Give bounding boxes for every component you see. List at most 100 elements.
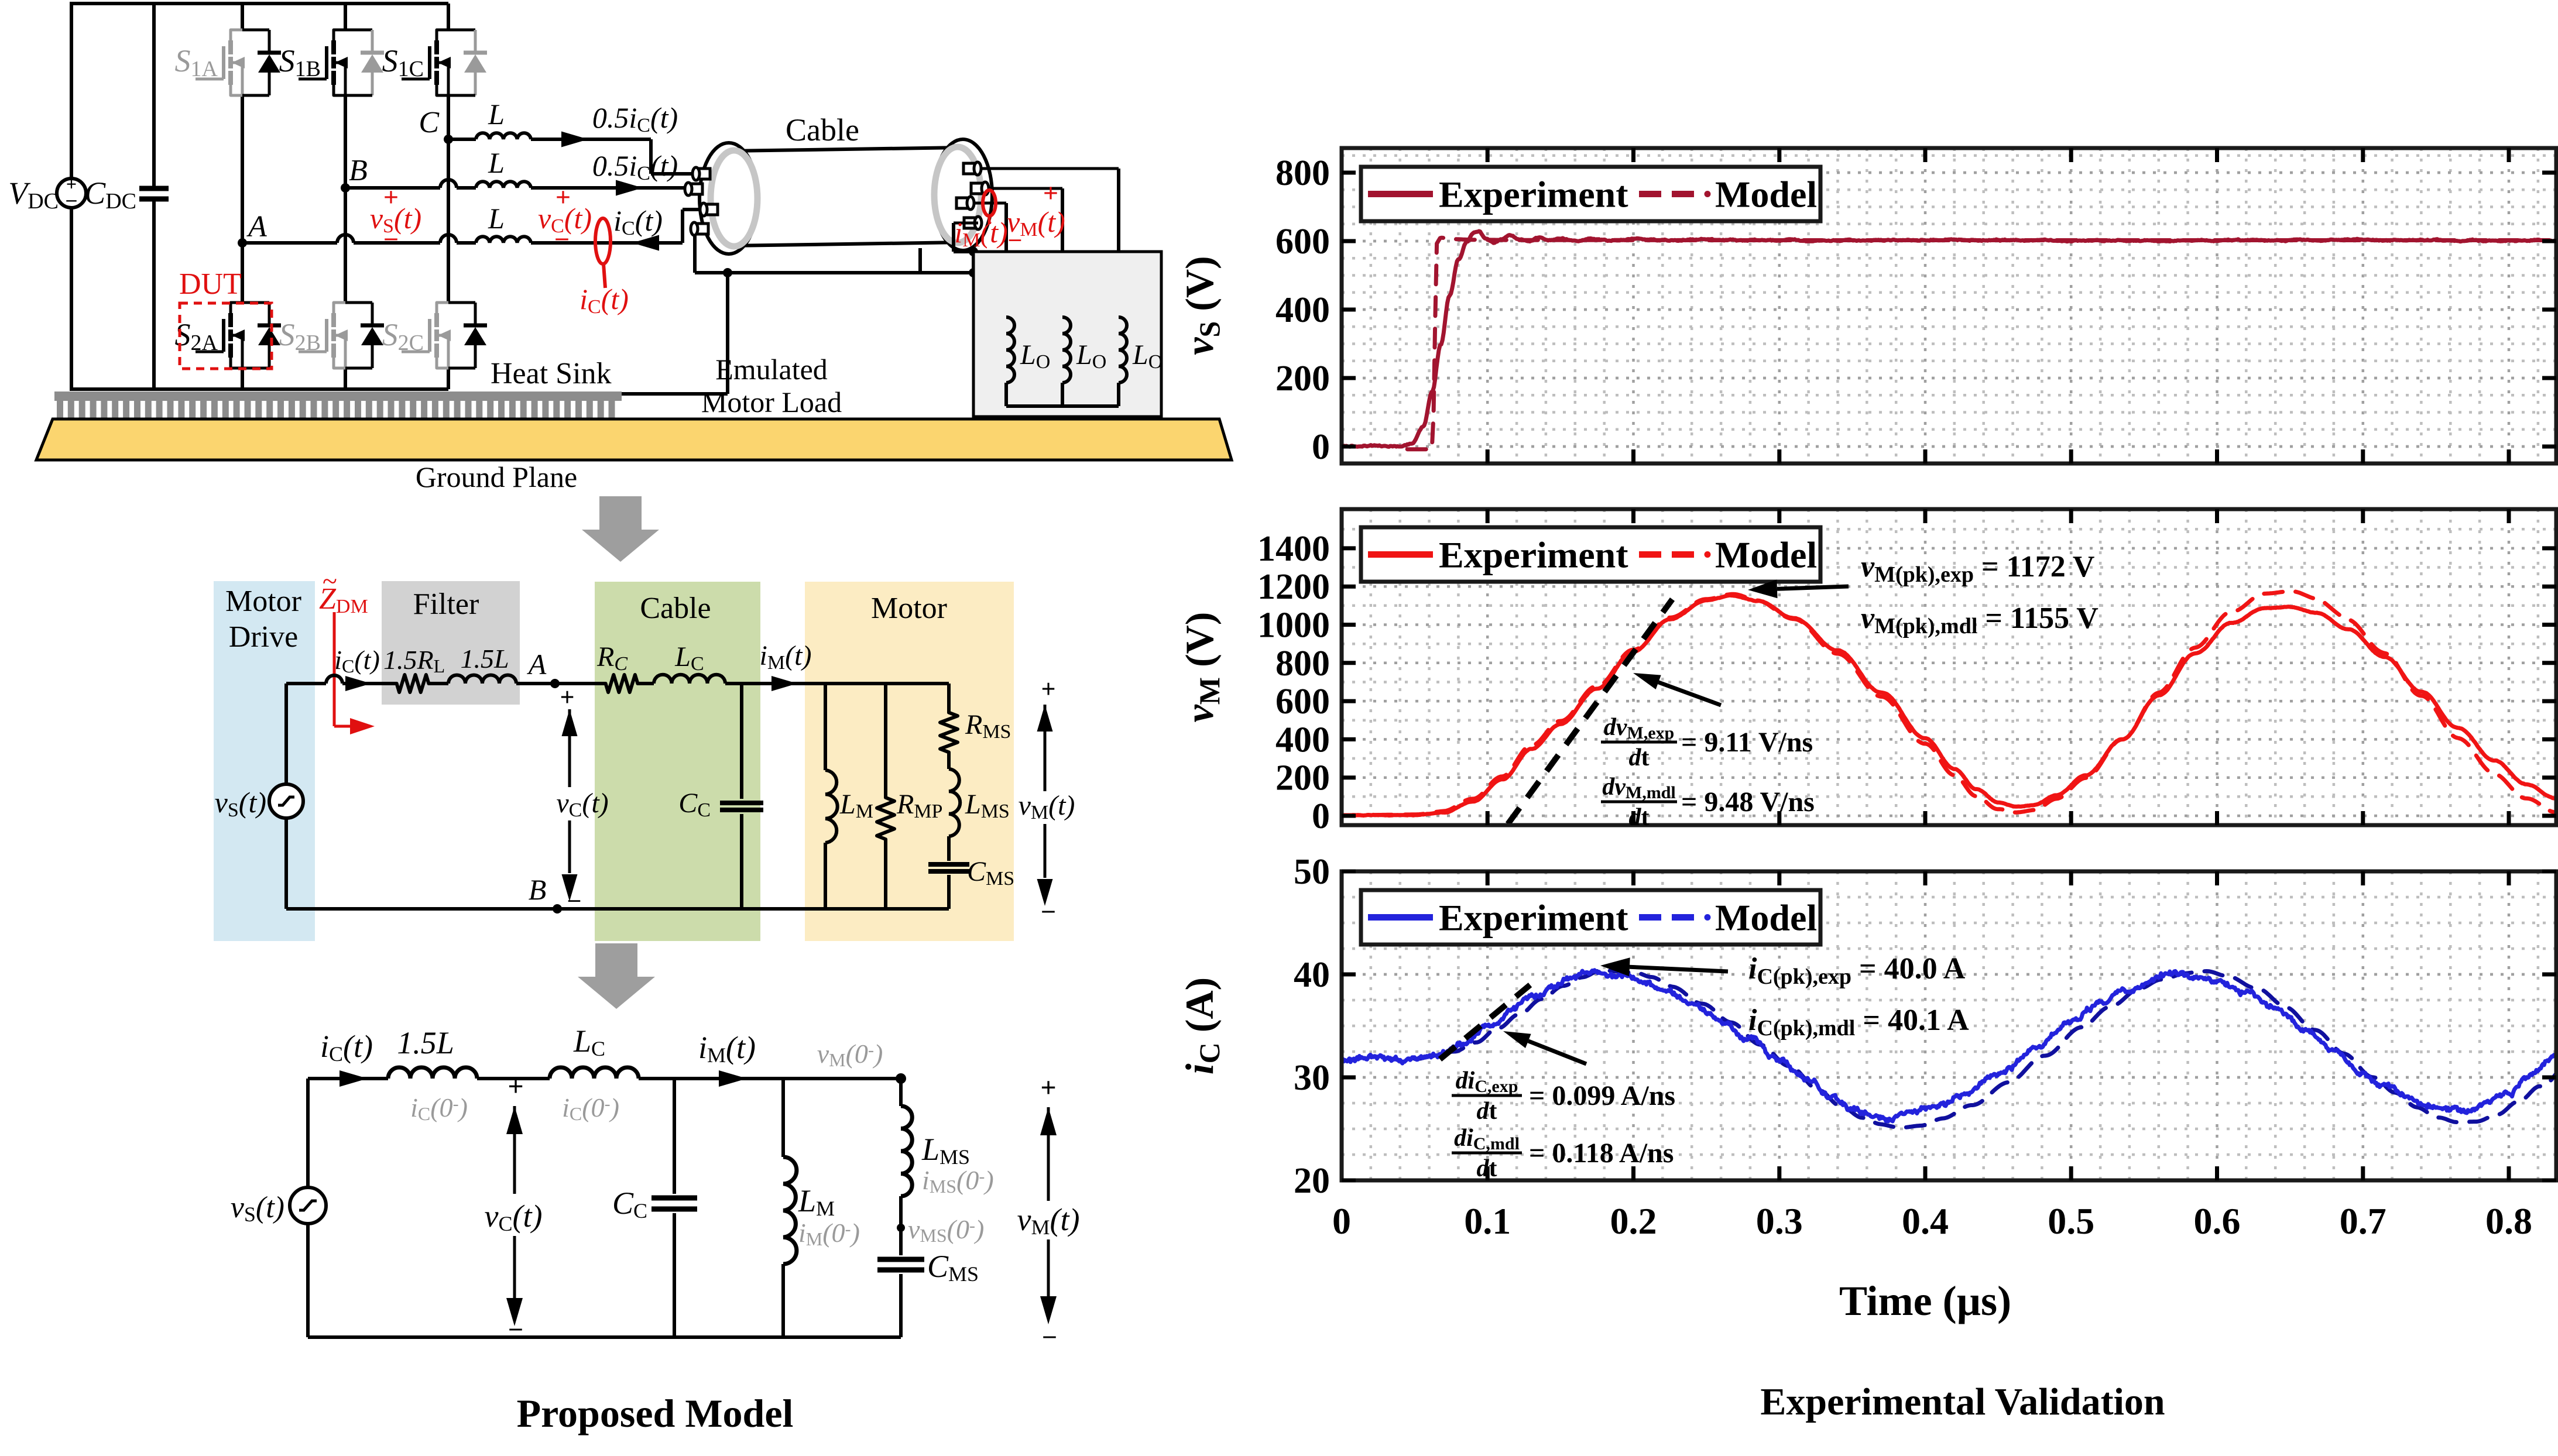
svg-text:0.7: 0.7: [2340, 1200, 2386, 1242]
svg-text:+: +: [383, 182, 399, 212]
svg-text:vS(t): vS(t): [370, 202, 421, 237]
svg-text:800: 800: [1275, 153, 1330, 193]
svg-text:S1B: S1B: [279, 43, 321, 81]
svg-text:0.5iC(t): 0.5iC(t): [592, 101, 678, 136]
svg-text:–: –: [1043, 1322, 1057, 1349]
svg-text:RC: RC: [596, 641, 628, 675]
svg-text:1.5RL: 1.5RL: [383, 645, 445, 677]
svg-text:Experiment: Experiment: [1439, 174, 1628, 215]
svg-text:0.8: 0.8: [2485, 1200, 2532, 1242]
svg-text:B: B: [529, 873, 547, 906]
svg-text:1.5L: 1.5L: [397, 1025, 454, 1060]
svg-text:vM(0-): vM(0-): [817, 1039, 883, 1070]
svg-text:Experiment: Experiment: [1439, 534, 1628, 576]
svg-text:= 0.118 A/ns: = 0.118 A/ns: [1529, 1138, 1674, 1169]
svg-text:600: 600: [1275, 222, 1330, 262]
svg-text:~: ~: [323, 566, 337, 596]
svg-text:A: A: [246, 210, 267, 243]
svg-text:iC(t): iC(t): [320, 1029, 373, 1066]
svg-text:vS(t): vS(t): [215, 786, 266, 821]
svg-text:C: C: [419, 106, 440, 139]
svg-text:Proposed Model: Proposed Model: [517, 1391, 794, 1436]
svg-text:= 0.099 A/ns: = 0.099 A/ns: [1529, 1080, 1675, 1111]
svg-text:LMS: LMS: [921, 1132, 970, 1169]
svg-text:–: –: [66, 188, 77, 210]
svg-text:dt: dt: [1629, 744, 1650, 771]
svg-text:LO: LO: [1076, 339, 1106, 373]
svg-text:Heat Sink: Heat Sink: [491, 357, 612, 390]
svg-text:L: L: [488, 98, 505, 131]
svg-text:800: 800: [1275, 644, 1330, 684]
svg-text:0.5: 0.5: [2048, 1200, 2094, 1242]
svg-text:iM(t): iM(t): [698, 1030, 756, 1067]
svg-text:= 9.11 V/ns: = 9.11 V/ns: [1681, 727, 1813, 758]
svg-text:0: 0: [1332, 1200, 1351, 1242]
svg-text:Motor Load: Motor Load: [701, 386, 842, 418]
svg-text:200: 200: [1275, 758, 1330, 798]
svg-text:iC(t): iC(t): [334, 645, 380, 677]
svg-text:Ground Plane: Ground Plane: [416, 461, 577, 493]
svg-text:vS (V): vS (V): [1177, 256, 1226, 355]
svg-text:Experiment: Experiment: [1439, 897, 1628, 939]
svg-text:vM (V): vM (V): [1177, 612, 1226, 723]
svg-text:B: B: [349, 154, 368, 187]
svg-text:dt: dt: [1629, 804, 1650, 831]
svg-text:0: 0: [1312, 427, 1330, 467]
svg-text:Cable: Cable: [786, 112, 859, 147]
svg-text:0.6: 0.6: [2194, 1200, 2241, 1242]
svg-text:400: 400: [1275, 290, 1330, 330]
svg-text:+: +: [556, 182, 571, 212]
svg-text:–: –: [1042, 897, 1055, 923]
svg-text:50: 50: [1294, 852, 1330, 892]
svg-text:+: +: [1040, 1072, 1056, 1103]
svg-text:vC(t): vC(t): [485, 1199, 543, 1235]
svg-text:400: 400: [1275, 720, 1330, 760]
svg-text:vC(t): vC(t): [538, 202, 592, 237]
svg-text:1400: 1400: [1257, 529, 1330, 569]
svg-text:200: 200: [1275, 359, 1330, 399]
svg-text:–: –: [509, 1314, 523, 1341]
svg-text:Motor: Motor: [871, 592, 947, 625]
svg-text:A: A: [527, 648, 547, 681]
svg-text:iC(t): iC(t): [613, 204, 663, 239]
svg-text:iC (A): iC (A): [1177, 977, 1226, 1074]
svg-text:0.1: 0.1: [1464, 1200, 1511, 1242]
svg-text:Emulated: Emulated: [715, 353, 828, 386]
svg-text:+: +: [1041, 675, 1055, 703]
svg-text:0.4: 0.4: [1902, 1200, 1949, 1242]
svg-text:1000: 1000: [1257, 606, 1330, 645]
svg-text:30: 30: [1294, 1058, 1330, 1098]
svg-text:+: +: [66, 173, 77, 194]
svg-text:+: +: [1043, 178, 1058, 208]
svg-text:1200: 1200: [1257, 567, 1330, 607]
svg-text:iM(t): iM(t): [760, 640, 812, 674]
svg-text:–: –: [1009, 225, 1021, 251]
svg-text:Experimental Validation: Experimental Validation: [1760, 1381, 2165, 1423]
svg-text:dt: dt: [1477, 1155, 1497, 1182]
svg-text:iM(t): iM(t): [954, 216, 1007, 251]
svg-text:+: +: [560, 683, 574, 712]
svg-text:0: 0: [1312, 796, 1330, 836]
svg-text:LC: LC: [674, 641, 704, 675]
svg-text:–: –: [385, 224, 398, 251]
svg-text:Motor: Motor: [225, 585, 301, 618]
svg-text:L: L: [488, 202, 505, 235]
svg-text:Model: Model: [1715, 897, 1817, 939]
svg-text:Model: Model: [1715, 534, 1817, 576]
svg-text:iC(t): iC(t): [580, 283, 629, 318]
svg-text:L: L: [488, 146, 505, 179]
svg-text:dvM,exp: dvM,exp: [1604, 714, 1674, 743]
svg-text:= 9.48 V/ns: = 9.48 V/ns: [1681, 787, 1815, 818]
svg-text:vC(t): vC(t): [556, 788, 608, 821]
svg-text:Drive: Drive: [229, 620, 298, 654]
svg-text:CC: CC: [678, 788, 711, 821]
svg-text:1.5L: 1.5L: [460, 644, 509, 674]
svg-text:Filter: Filter: [413, 588, 479, 621]
svg-text:0.5iC(t): 0.5iC(t): [592, 149, 678, 184]
svg-text:LMS: LMS: [965, 789, 1010, 822]
svg-text:LC: LC: [573, 1024, 605, 1060]
svg-text:0.3: 0.3: [1756, 1200, 1803, 1242]
svg-text:600: 600: [1275, 682, 1330, 722]
svg-text:Cable: Cable: [640, 592, 711, 625]
svg-text:Time (µs): Time (µs): [1839, 1278, 2011, 1324]
